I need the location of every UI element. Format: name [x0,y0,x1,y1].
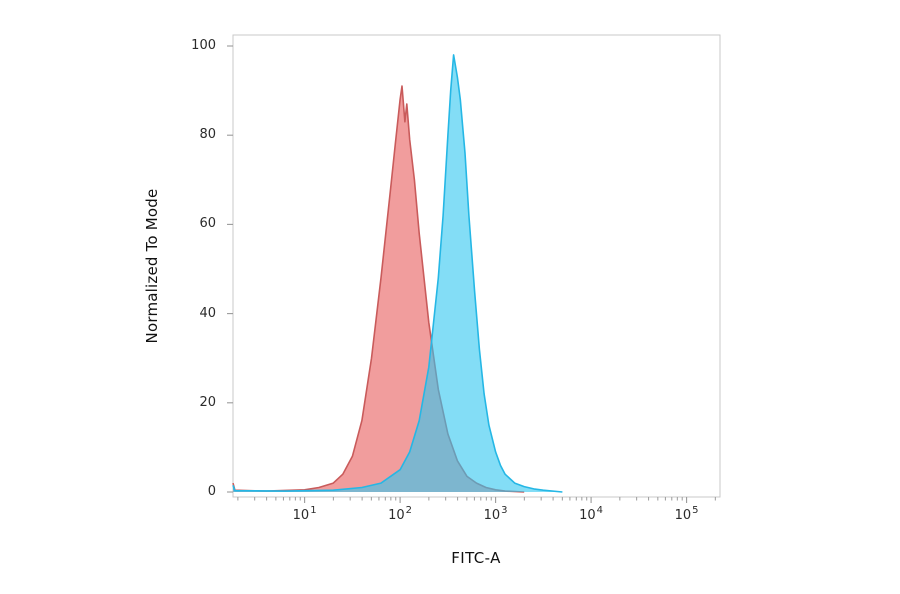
cyan-population-fill [233,54,563,493]
x-tick-base: 10 [483,508,501,523]
x-tick-exponent: 1 [310,505,317,516]
y-tick-label: 80 [199,127,216,143]
x-tick-label: 103 [483,505,508,525]
plot-border [232,34,721,498]
y-tick-label: 60 [199,216,216,232]
x-tick-base: 10 [388,508,405,523]
x-tick-label: 104 [579,505,604,525]
cyan-population-outline [232,54,563,493]
x-tick-base: 10 [579,508,596,523]
x-tick-exponent: 2 [405,505,413,516]
y-tick-label: 0 [207,484,216,499]
y-tick-label: 100 [191,38,216,53]
y-axis-label: Normalized To Mode [143,188,161,344]
y-tick-label: 20 [199,394,216,410]
x-tick-label: 102 [388,505,413,525]
x-tick-base: 10 [292,508,310,523]
x-tick-label: 101 [292,505,317,525]
x-tick-exponent: 5 [692,505,699,516]
x-tick-exponent: 4 [596,505,604,516]
red-population-fill [233,86,525,492]
x-axis-label: FITC-A [451,549,501,567]
y-tick-label: 40 [199,305,216,321]
x-tick-exponent: 3 [501,505,508,516]
x-tick-base: 10 [674,508,692,523]
x-tick-label: 105 [674,505,699,525]
